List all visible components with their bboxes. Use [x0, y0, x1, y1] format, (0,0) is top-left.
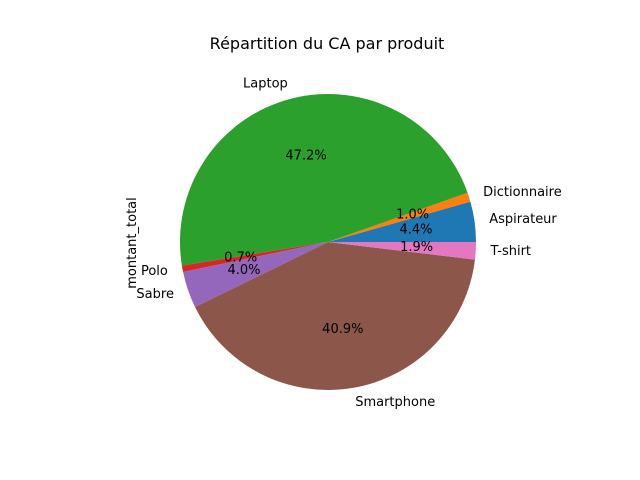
slice-label-aspirateur: Aspirateur — [489, 212, 557, 227]
y-axis-label: montant_total — [125, 197, 140, 288]
slice-label-dictionnaire: Dictionnaire — [483, 185, 562, 200]
pie-slices — [179, 93, 476, 391]
pie-slice-dictionnaire — [328, 192, 471, 242]
slice-percent-aspirateur: 4.4% — [399, 222, 432, 237]
slice-percent-sabre: 4.0% — [227, 263, 260, 278]
pie-labels: Aspirateur 4.4% Dictionnaire 1.0% Laptop 47.2… — [136, 77, 561, 410]
pie-slice-laptop — [179, 93, 468, 266]
slice-percent-dictionnaire: 1.0% — [396, 208, 429, 223]
slice-label-sabre: Sabre — [136, 287, 174, 302]
slice-label-smartphone: Smartphone — [355, 395, 435, 410]
pie-slice-aspirateur — [328, 201, 476, 242]
slice-percent-smartphone: 40.9% — [322, 322, 363, 337]
pie-slice-polo — [181, 242, 328, 272]
pie-slice-smartphone — [195, 242, 475, 391]
slice-label-t-shirt: T-shirt — [490, 244, 532, 259]
slice-percent-t-shirt: 1.9% — [400, 240, 433, 255]
pie-slice-t-shirt — [328, 242, 476, 260]
slice-label-polo: Polo — [141, 264, 168, 279]
slice-percent-polo: 0.7% — [224, 251, 257, 266]
slice-label-laptop: Laptop — [243, 77, 288, 92]
pie-slice-sabre — [183, 242, 328, 308]
chart-title: Répartition du CA par produit — [210, 34, 445, 53]
slice-percent-laptop: 47.2% — [285, 148, 326, 163]
